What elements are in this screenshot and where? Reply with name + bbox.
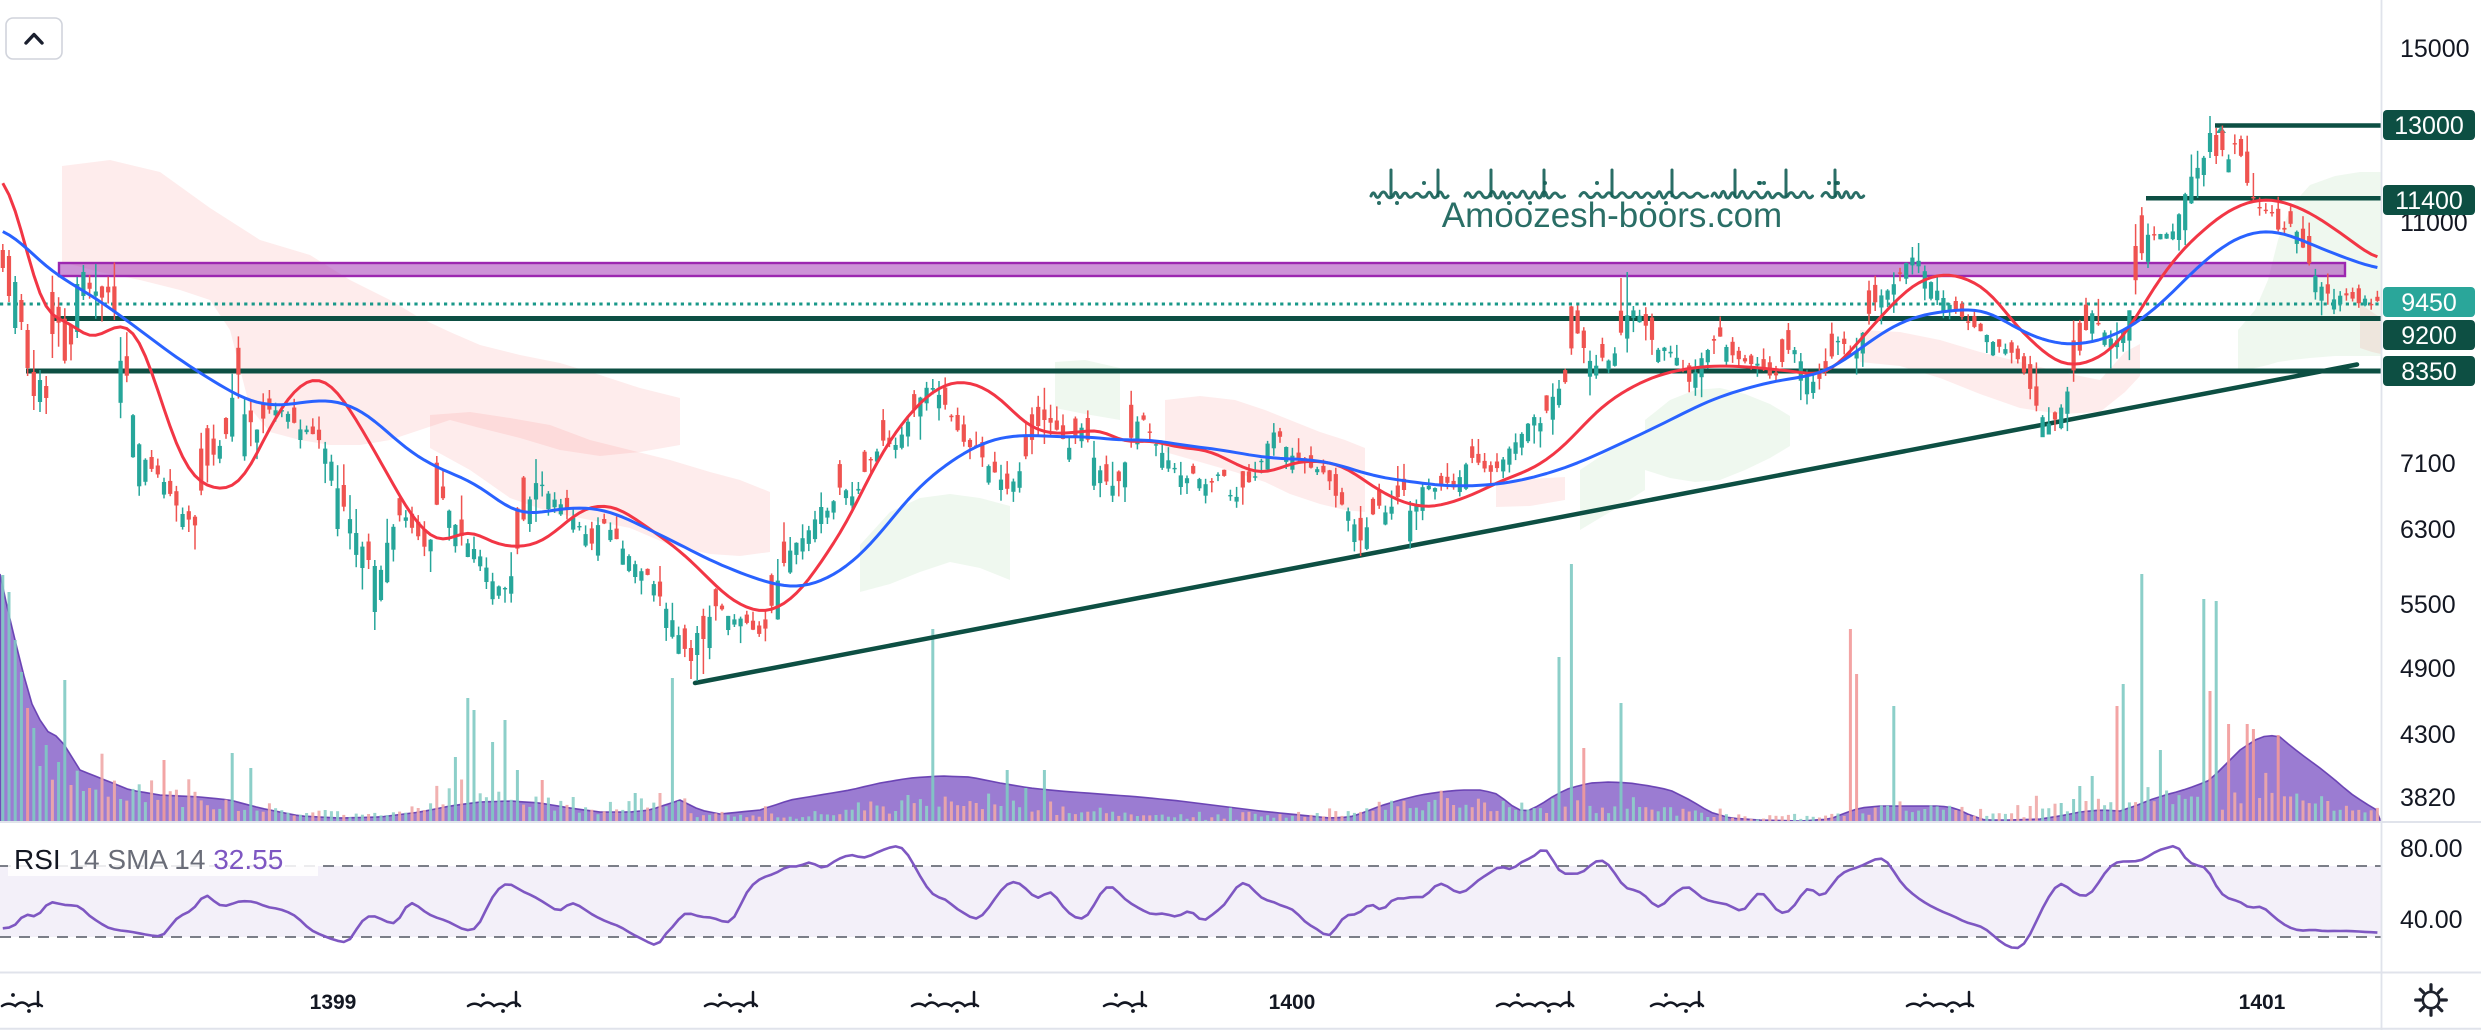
svg-text:7100: 7100 [2400, 450, 2456, 478]
svg-text:11400: 11400 [2395, 187, 2463, 215]
svg-text:15000: 15000 [2400, 35, 2470, 63]
svg-text:1401: 1401 [2239, 991, 2286, 1014]
svg-text:9450: 9450 [2401, 289, 2457, 317]
svg-text:RSI 14 SMA 14 32.55: RSI 14 SMA 14 32.55 [14, 844, 283, 875]
svg-text:1399: 1399 [310, 991, 357, 1014]
svg-text:4300: 4300 [2400, 721, 2456, 749]
svg-text:80.00: 80.00 [2400, 835, 2463, 863]
svg-text:1400: 1400 [1269, 991, 1316, 1014]
svg-text:9200: 9200 [2401, 322, 2457, 350]
svg-text:13000: 13000 [2394, 112, 2464, 140]
svg-text:3820: 3820 [2400, 784, 2456, 812]
svg-text:4900: 4900 [2400, 655, 2456, 683]
svg-text:6300: 6300 [2400, 516, 2456, 544]
svg-text:8350: 8350 [2401, 358, 2457, 386]
svg-text:Amoozesh-boors.com: Amoozesh-boors.com [1442, 196, 1782, 235]
svg-text:40.00: 40.00 [2400, 906, 2463, 934]
svg-text:5500: 5500 [2400, 591, 2456, 619]
